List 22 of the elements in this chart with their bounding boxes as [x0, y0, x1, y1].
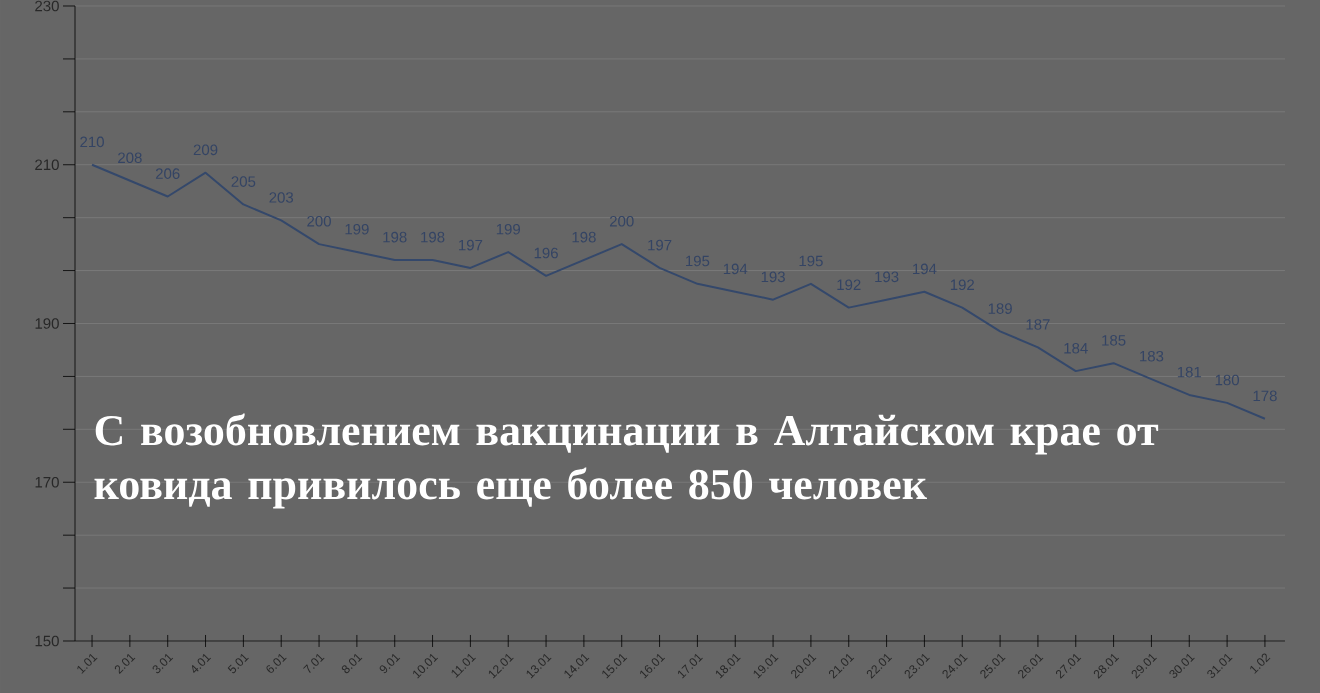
- x-tick-label: 8.01: [341, 653, 363, 674]
- x-tick-label: 9.01: [379, 653, 401, 674]
- x-tick-label: 6.01: [266, 653, 287, 673]
- y-tick-label: 170: [35, 476, 59, 488]
- data-label: 181: [1177, 366, 1202, 378]
- text: С возобновлением вакцинации в Алтайском крае от ковида привилось еще более 850 человек: [94, 413, 1159, 509]
- y-tick-label: 150: [35, 635, 59, 647]
- data-label: 200: [307, 215, 331, 227]
- data-label: 194: [723, 263, 748, 275]
- x-tick-label: 1.01: [77, 653, 98, 674]
- data-label: 187: [1026, 319, 1050, 330]
- x-tick-label: 5.01: [227, 653, 249, 674]
- x-tick-label: 3.01: [152, 653, 174, 674]
- x-tick-label: 4.01: [191, 653, 212, 673]
- data-label: 180: [1215, 374, 1240, 386]
- x-tick-label: 7.01: [303, 653, 325, 673]
- y-tick-label: 210: [35, 159, 59, 171]
- data-label: 200: [609, 215, 634, 227]
- y-tick-label: 230: [35, 0, 59, 12]
- y-tick-label: 190: [35, 318, 59, 329]
- x-tick-label: 2.01: [114, 653, 136, 674]
- data-label: 194: [913, 263, 937, 275]
